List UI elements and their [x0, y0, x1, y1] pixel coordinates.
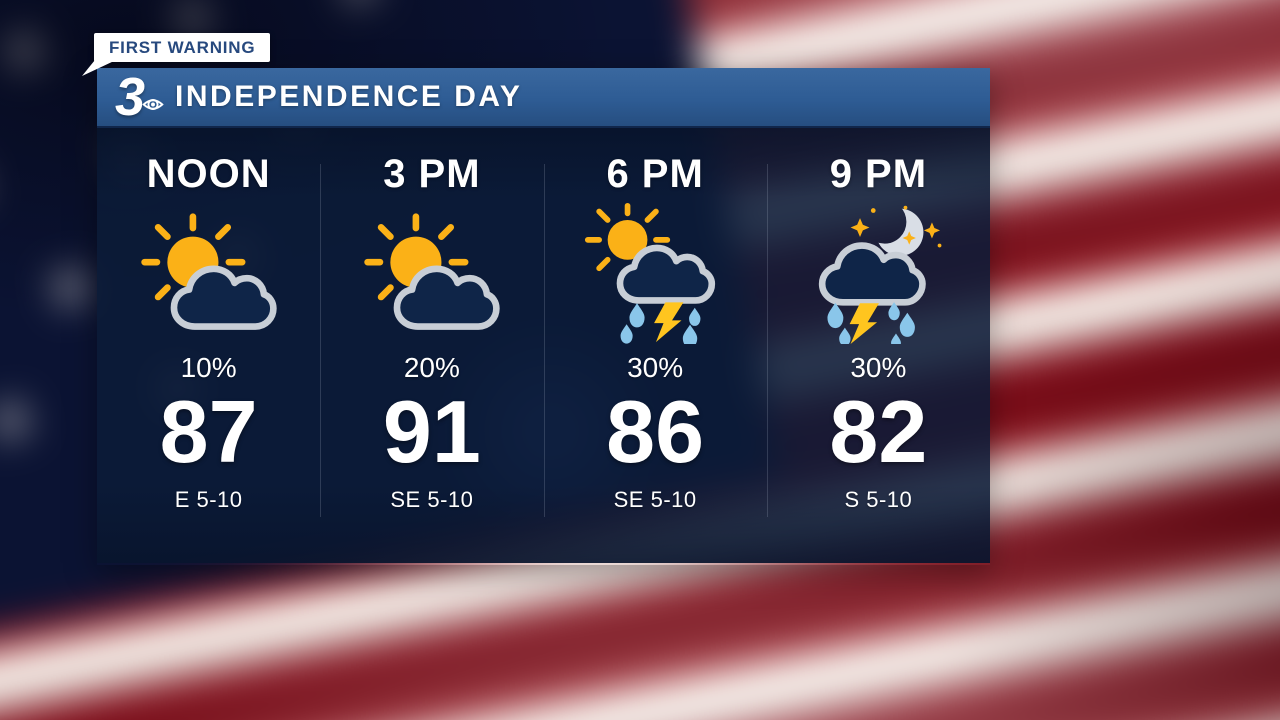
- scattered-storms-day-icon: [544, 202, 767, 344]
- forecast-grid: NOON 10% 87 E 5-10 3 PM: [97, 128, 990, 563]
- badge-label: FIRST WARNING: [109, 37, 256, 57]
- station-number: 3: [115, 67, 146, 127]
- forecast-column: 3 PM 20% 91 SE 5-10: [320, 128, 543, 563]
- mostly-sunny-icon: [97, 203, 320, 343]
- forecast-panel: 3 INDEPENDENCE DAY NOON: [97, 68, 990, 565]
- wind-label: SE 5-10: [390, 487, 474, 512]
- wind-label: S 5-10: [844, 487, 913, 512]
- page-title: INDEPENDENCE DAY: [175, 80, 523, 113]
- scattered-storms-night-icon: [767, 203, 990, 344]
- cbs-eye-icon: [142, 70, 164, 120]
- wind-label: SE 5-10: [613, 487, 697, 512]
- temperature-label: 82: [829, 382, 928, 481]
- time-label: 3 PM: [383, 152, 481, 196]
- first-warning-badge: FIRST WARNING: [82, 33, 271, 76]
- time-label: NOON: [146, 152, 271, 196]
- precip-label: 30%: [627, 352, 684, 383]
- time-label: 6 PM: [606, 152, 704, 196]
- station-logo: 3: [115, 70, 164, 124]
- precip-label: 20%: [403, 352, 460, 383]
- mostly-sunny-icon: [320, 203, 543, 343]
- wind-label: E 5-10: [174, 487, 243, 512]
- forecast-column: 6 PM 30% 86 SE 5-10: [543, 128, 767, 563]
- temperature-label: 91: [382, 382, 481, 481]
- temperature-label: 86: [606, 382, 705, 481]
- forecast-column: 9 PM 30% 82: [766, 128, 990, 563]
- precip-label: 10%: [180, 352, 237, 383]
- temperature-label: 87: [159, 382, 258, 481]
- forecast-column: NOON 10% 87 E 5-10: [97, 128, 320, 563]
- time-label: 9 PM: [829, 152, 928, 196]
- precip-label: 30%: [850, 352, 907, 383]
- panel-header: 3 INDEPENDENCE DAY: [97, 68, 990, 128]
